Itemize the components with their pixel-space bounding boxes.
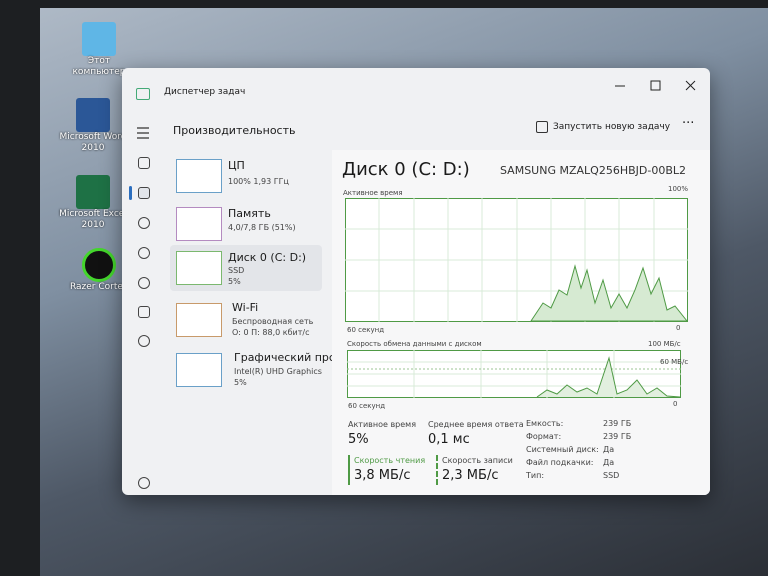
property-value: 239 ГБ: [603, 419, 632, 428]
item-detail: 5%: [234, 378, 247, 387]
graph-label: Активное время: [343, 189, 403, 197]
nav-users[interactable]: [138, 277, 150, 289]
section-title: Производительность: [173, 124, 296, 137]
graph-mid: 60 МБ/с: [660, 358, 689, 366]
transfer-graph: [347, 350, 681, 398]
desktop-icon[interactable]: Razer Cortex: [64, 248, 134, 293]
property-label: Формат:: [526, 432, 562, 441]
stat-value: 5%: [348, 432, 369, 447]
run-task-icon: [536, 121, 548, 133]
item-detail: 4,0/7,8 ГБ (51%): [228, 223, 296, 232]
stat-label: Активное время: [348, 420, 417, 429]
stat-label: Скорость записи: [442, 456, 513, 465]
maximize[interactable]: [650, 80, 661, 91]
write-indicator: [436, 455, 438, 485]
nav-performance[interactable]: [138, 187, 150, 199]
graph-label: Скорость обмена данными с диском: [347, 340, 482, 348]
thumbnail: [176, 207, 222, 241]
property-label: Тип:: [526, 471, 545, 480]
item-name: Wi-Fi: [232, 301, 259, 314]
icon-image: [76, 175, 110, 209]
property-label: Файл подкачки:: [526, 458, 594, 467]
icon-label: Razer Cortex: [69, 282, 129, 292]
item-detail: О: 0 П: 88,0 кбит/с: [232, 328, 310, 337]
nav-history[interactable]: [138, 217, 150, 229]
close[interactable]: [685, 80, 696, 91]
property-value: Да: [603, 458, 615, 467]
item-detail: 100% 1,93 ГГц: [228, 177, 289, 186]
icon-label: Microsoft Excel 2010: [59, 209, 127, 230]
graph-min: 0: [673, 400, 678, 408]
perf-item[interactable]: ЦП 100% 1,93 ГГц: [170, 153, 322, 199]
desktop-icon[interactable]: Microsoft Excel 2010: [58, 175, 128, 231]
stat-value: 0,1 мс: [428, 432, 470, 447]
item-name: Диск 0 (C: D:): [228, 251, 307, 264]
more-button[interactable]: ···: [682, 116, 695, 131]
icon-label: Microsoft Word 2010: [59, 132, 127, 153]
item-detail: SSD: [228, 266, 245, 275]
icon-image: [82, 22, 116, 56]
graph-min: 0: [676, 324, 681, 332]
nav-details[interactable]: [138, 306, 150, 318]
item-detail: 5%: [228, 277, 241, 286]
desktop-icon[interactable]: Этот компьютер: [64, 22, 134, 78]
icon-label: Этот компьютер: [72, 56, 126, 77]
item-name: ЦП: [228, 159, 245, 172]
task-manager-window: Диспетчер задач Производительность Запус…: [122, 68, 710, 495]
property-label: Системный диск:: [526, 445, 599, 454]
property-value: SSD: [603, 471, 620, 480]
nav-services[interactable]: [138, 335, 150, 347]
nav-startup[interactable]: [138, 247, 150, 259]
app-icon: [136, 88, 150, 100]
perf-item[interactable]: Память 4,0/7,8 ГБ (51%): [170, 201, 322, 247]
item-name: Графический прс: [234, 351, 335, 364]
graph-time: 60 секунд: [348, 402, 386, 410]
window-controls: [615, 80, 696, 91]
item-detail: Беспроводная сеть: [232, 317, 314, 326]
perf-item[interactable]: Wi-Fi Беспроводная сеть О: 0 П: 88,0 кби…: [170, 297, 322, 343]
run-task-button[interactable]: Запустить новую задачу: [553, 122, 671, 132]
perf-item[interactable]: Графический прс Intel(R) UHD Graphics 5%: [170, 347, 335, 393]
property-label: Емкость:: [526, 419, 564, 428]
icon-image: [82, 248, 116, 282]
stat-label: Скорость чтения: [354, 456, 426, 465]
nav-settings[interactable]: [138, 477, 150, 489]
menu-button[interactable]: [134, 124, 154, 142]
read-indicator: [348, 455, 350, 485]
graph-max: 100%: [668, 185, 689, 193]
window-title: Диспетчер задач: [164, 87, 246, 97]
disk-model: SAMSUNG MZALQ256HBJD-00BL2: [500, 164, 686, 177]
item-name: Память: [228, 207, 271, 220]
stat-label: Среднее время ответа: [428, 420, 524, 429]
item-detail: Intel(R) UHD Graphics: [234, 367, 322, 376]
perf-item-selected[interactable]: Диск 0 (C: D:) SSD 5%: [170, 245, 322, 291]
nav-indicator: [129, 186, 132, 200]
thumbnail: [176, 353, 222, 387]
desktop-icon[interactable]: Microsoft Word 2010: [58, 98, 128, 154]
graph-max: 100 МБ/с: [648, 340, 681, 348]
thumbnail: [176, 159, 222, 193]
nav-processes[interactable]: [138, 157, 150, 169]
stat-value: 2,3 МБ/с: [442, 468, 499, 483]
graph-time: 60 секунд: [347, 326, 385, 334]
disk-title: Диск 0 (C: D:): [342, 159, 470, 180]
thumbnail: [176, 303, 222, 337]
icon-image: [76, 98, 110, 132]
stat-value: 3,8 МБ/с: [354, 468, 411, 483]
property-value: 239 ГБ: [603, 432, 632, 441]
thumbnail: [176, 251, 222, 285]
property-value: Да: [603, 445, 615, 454]
active-time-graph: [345, 198, 688, 322]
